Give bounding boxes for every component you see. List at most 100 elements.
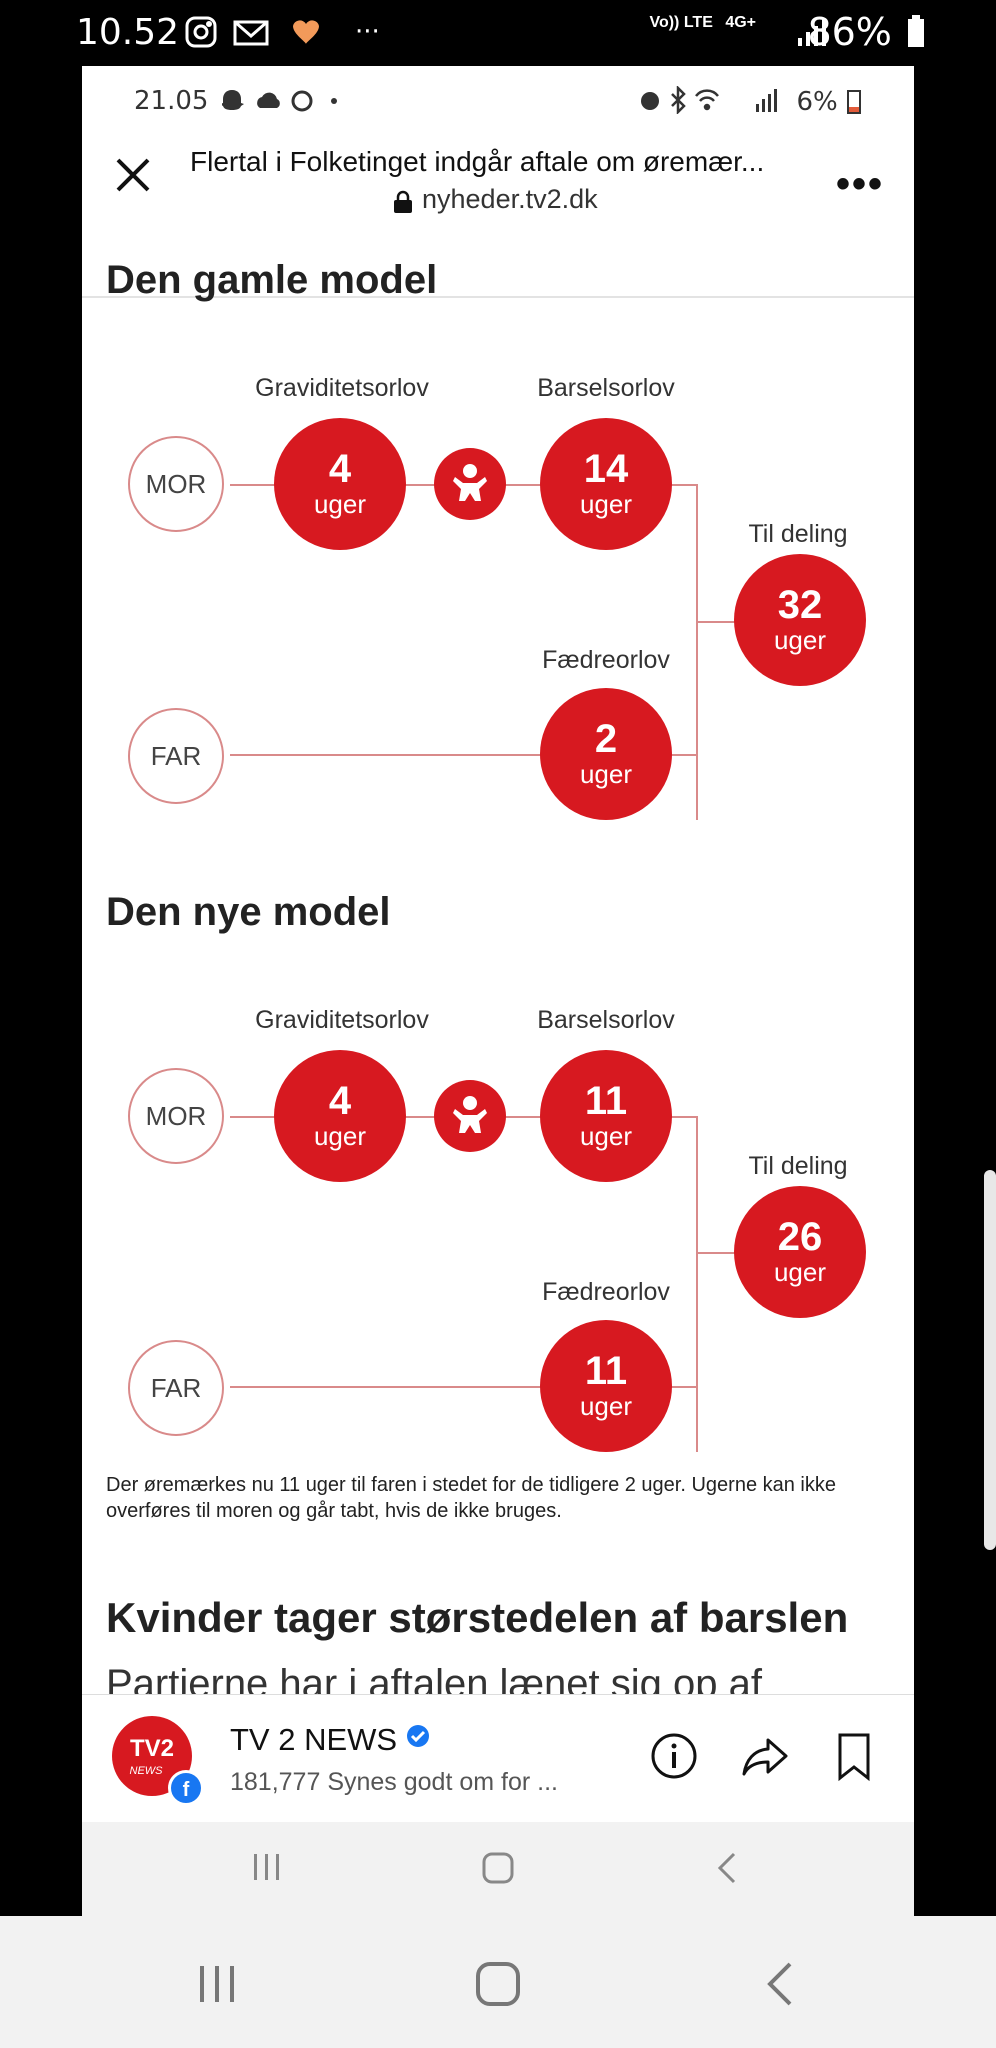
mother-node: MOR xyxy=(128,436,224,532)
signal-icon xyxy=(796,18,826,53)
inner-battery-percent: 6% xyxy=(796,87,838,117)
weeks-number: 32 xyxy=(777,583,823,627)
weeks-unit: uger xyxy=(773,625,827,655)
weeks-number: 11 xyxy=(584,1349,628,1393)
weeks-number: 26 xyxy=(777,1215,823,1259)
baby-icon xyxy=(434,448,506,520)
connector-line xyxy=(670,484,698,486)
shared-leave-label: Til deling xyxy=(748,1152,848,1180)
inner-navigation-bar xyxy=(82,1822,914,1916)
cloud-icon xyxy=(257,92,280,108)
maternity-leave-label: Barselsorlov xyxy=(537,374,675,402)
maternity-leave-label: Barselsorlov xyxy=(537,1006,675,1034)
page-likes: 181,777 Synes godt om for ... xyxy=(230,1768,558,1796)
weeks-unit: uger xyxy=(773,1257,827,1287)
recent-apps-icon[interactable] xyxy=(196,1962,240,2011)
health-heart-icon xyxy=(293,20,319,44)
pregnancy-weeks-circle: 4 uger xyxy=(274,1050,406,1182)
facebook-icon: f xyxy=(168,1770,204,1806)
inner-notification-icons xyxy=(220,86,362,123)
mother-node: MOR xyxy=(128,1068,224,1164)
paternity-weeks-circle: 2 uger xyxy=(540,688,672,820)
battery-low-icon xyxy=(847,90,861,114)
connector-line xyxy=(696,484,698,820)
page-name-text: TV 2 NEWS xyxy=(230,1722,398,1757)
pregnancy-weeks-circle: 4 uger xyxy=(274,418,406,550)
volte-label: Vo)) LTE xyxy=(649,14,713,31)
shared-weeks-circle: 32 uger xyxy=(734,554,866,686)
new-model-heading: Den nye model xyxy=(106,890,391,934)
back-icon[interactable] xyxy=(762,1960,798,2013)
connector-line xyxy=(696,1116,698,1452)
pregnancy-leave-label: Graviditetsorlov xyxy=(255,1006,429,1034)
outer-notification-icons: ··· xyxy=(185,14,415,58)
outer-status-bar: 10.52 ··· Vo)) LTE 4G+ 86% xyxy=(0,0,996,66)
sync-icon xyxy=(291,90,313,112)
page-title: Flertal i Folketinget indgår aftale om ø… xyxy=(190,146,765,177)
figure-caption: Der øremærkes nu 11 uger til faren i ste… xyxy=(106,1474,836,1522)
inner-battery: 6% xyxy=(638,84,862,117)
weeks-unit: uger xyxy=(579,1391,633,1421)
network-type: 4G+ xyxy=(725,14,756,31)
alarm-icon xyxy=(641,92,660,110)
outer-navigation-bar xyxy=(0,1916,996,2048)
lock-icon xyxy=(392,190,414,214)
wifi-icon xyxy=(695,89,720,111)
info-icon[interactable] xyxy=(650,1732,698,1785)
battery-percent: 86% xyxy=(807,10,892,54)
article-subheading: Kvinder tager størstedelen af barslen xyxy=(106,1594,849,1641)
svg-text:TV2: TV2 xyxy=(130,1735,174,1762)
connector-line xyxy=(696,1252,736,1254)
edge-panel-handle[interactable] xyxy=(984,1170,996,1550)
mail-icon xyxy=(233,20,269,46)
browser-header xyxy=(82,136,914,298)
svg-text:NEWS: NEWS xyxy=(130,1765,164,1777)
home-icon[interactable] xyxy=(474,1960,522,2013)
weeks-number: 11 xyxy=(584,1079,628,1123)
father-node: FAR xyxy=(128,1340,224,1436)
father-node: FAR xyxy=(128,708,224,804)
weeks-number: 14 xyxy=(583,447,629,491)
share-icon[interactable] xyxy=(740,1732,790,1785)
signal-bars-icon xyxy=(756,89,778,112)
weeks-unit: uger xyxy=(313,489,367,519)
svg-text:···: ··· xyxy=(355,17,380,47)
shared-weeks-circle: 26 uger xyxy=(734,1186,866,1318)
paternity-leave-label: Fædreorlov xyxy=(542,1278,670,1306)
battery-icon xyxy=(908,15,924,47)
dot-icon xyxy=(331,98,337,104)
shared-leave-label: Til deling xyxy=(748,520,848,548)
outer-battery: 86% xyxy=(807,10,926,54)
page-name[interactable]: TV 2 NEWS xyxy=(230,1722,430,1758)
weeks-number: 2 xyxy=(594,717,618,761)
baby-icon xyxy=(434,1080,506,1152)
facebook-page-bar xyxy=(82,1694,914,1823)
home-icon[interactable] xyxy=(480,1850,516,1891)
instagram-icon xyxy=(185,16,217,48)
weeks-unit: uger xyxy=(579,1121,633,1151)
weeks-unit: uger xyxy=(579,759,633,789)
outer-network-indicator: Vo)) LTE 4G+ xyxy=(649,14,756,32)
inner-phone-screen: 21.05 6% Flertal i Folketinget indgår af… xyxy=(82,66,914,1916)
maternity-weeks-circle: 11 uger xyxy=(540,1050,672,1182)
weeks-unit: uger xyxy=(313,1121,367,1151)
weeks-number: 4 xyxy=(328,1079,352,1123)
paternity-weeks-circle: 11 uger xyxy=(540,1320,672,1452)
back-icon[interactable] xyxy=(712,1850,742,1891)
maternity-weeks-circle: 14 uger xyxy=(540,418,672,550)
outer-clock: 10.52 xyxy=(76,12,180,53)
paternity-leave-label: Fædreorlov xyxy=(542,646,670,674)
bookmark-icon[interactable] xyxy=(836,1732,872,1787)
pregnancy-leave-label: Graviditetsorlov xyxy=(255,374,429,402)
old-model-heading: Den gamle model xyxy=(106,258,438,302)
weeks-unit: uger xyxy=(579,489,633,519)
more-options-icon[interactable]: ••• xyxy=(835,162,884,206)
bluetooth-icon xyxy=(671,84,686,116)
connector-line xyxy=(230,1386,698,1388)
connector-line xyxy=(230,754,698,756)
inner-clock: 21.05 xyxy=(134,86,209,116)
page-url[interactable]: nyheder.tv2.dk xyxy=(422,184,598,214)
verified-badge-icon xyxy=(406,1725,429,1747)
close-icon[interactable] xyxy=(110,152,156,198)
recent-apps-icon[interactable] xyxy=(250,1850,284,1889)
